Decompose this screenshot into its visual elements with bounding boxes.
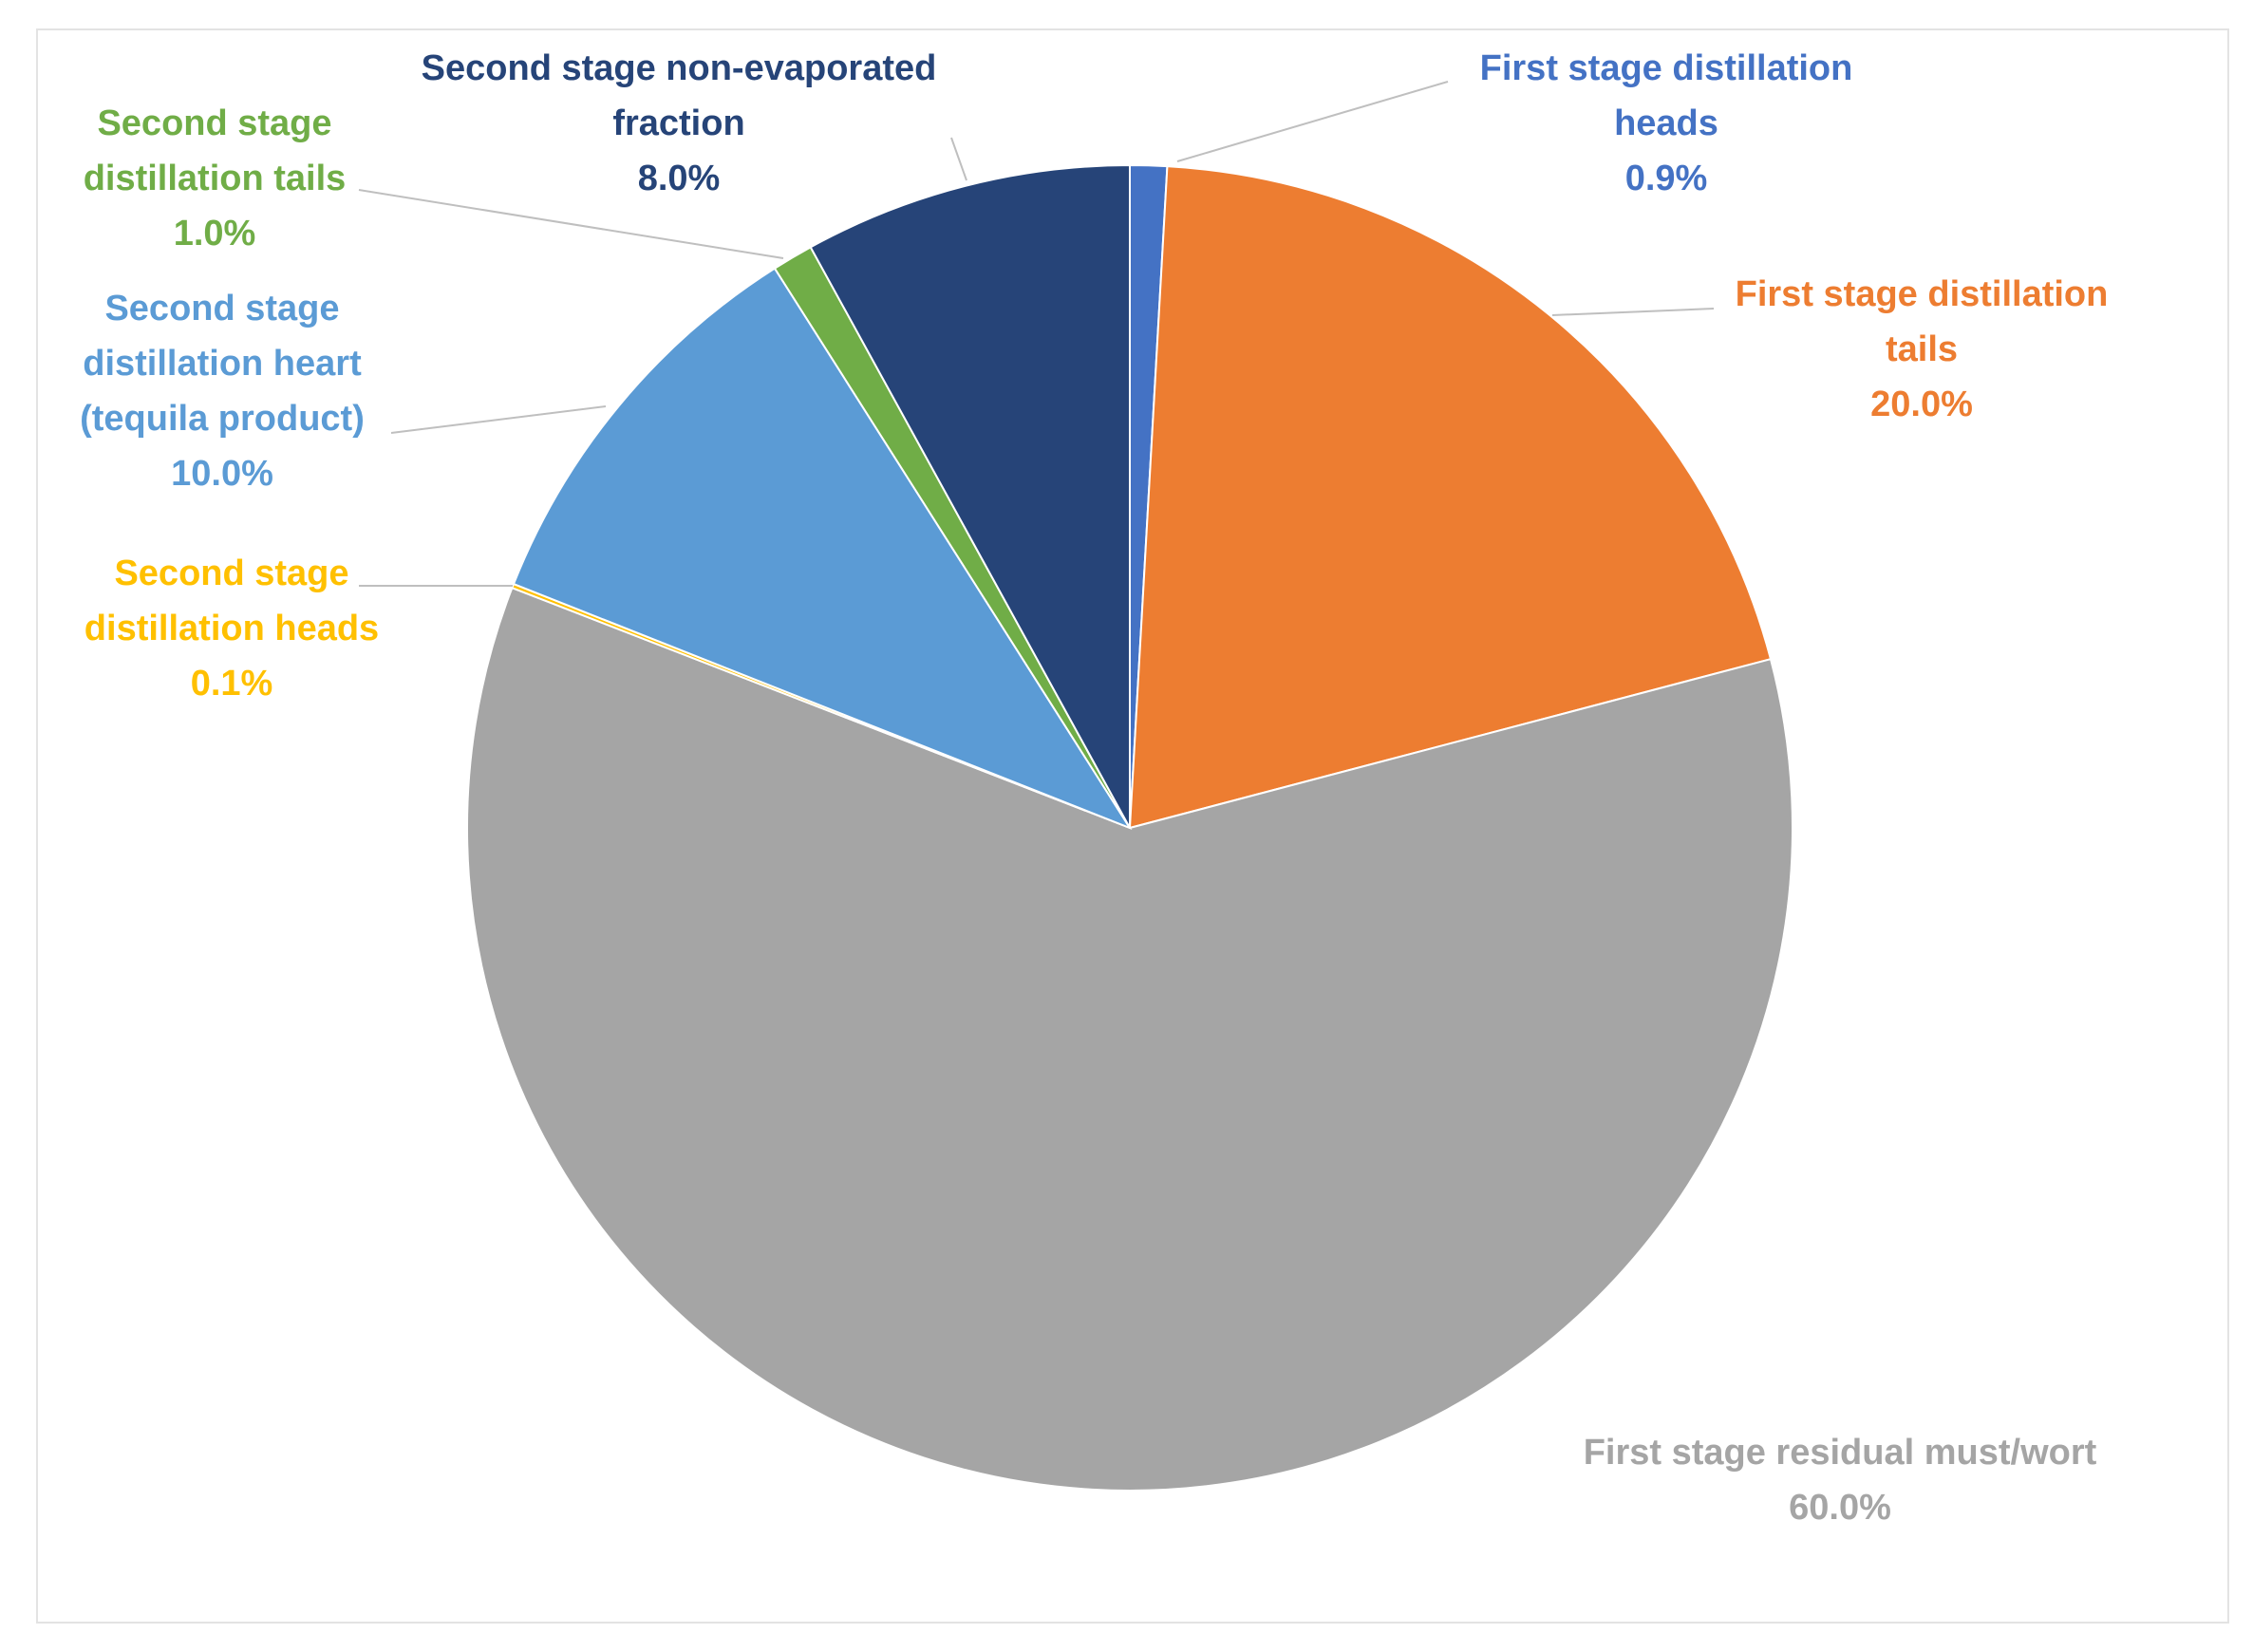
data-label-value: 0.1%: [191, 664, 273, 704]
pie-slice-second-stage-non-evaporated: [809, 163, 1131, 829]
leader-lines: [358, 81, 1715, 587]
data-label-text: heads: [1614, 103, 1718, 143]
data-label-text: distillation heads: [84, 609, 379, 648]
leader-line-second-stage-non-evaporated: [950, 137, 967, 181]
data-label-text: Second stage non-evaporated: [422, 48, 937, 88]
data-label-text: Second stage: [114, 554, 348, 593]
leader-line-second-stage-heart: [390, 405, 607, 434]
data-label-first-stage-heads: First stage distillation heads 0.9%: [1480, 48, 1853, 198]
pie-slice-first-stage-residual: [466, 586, 1793, 1492]
data-label-text: Second stage: [97, 103, 331, 143]
data-label-second-stage-heads: Second stage distillation heads 0.1%: [84, 554, 379, 704]
leader-line-first-stage-tails: [1551, 308, 1715, 316]
leader-line-second-stage-tails: [358, 189, 784, 259]
data-label-text: fraction: [612, 103, 744, 143]
data-label-text: First stage residual must/wort: [1584, 1433, 2097, 1473]
data-label-text: tails: [1886, 329, 1958, 369]
data-label-value: 0.9%: [1625, 159, 1708, 198]
data-label-value: 8.0%: [638, 159, 721, 198]
data-label-second-stage-tails: Second stage distillation tails 1.0%: [84, 103, 347, 253]
pie-slice-second-stage-heart: [512, 267, 1133, 831]
data-label-text: distillation tails: [84, 159, 347, 198]
data-label-first-stage-tails: First stage distillation tails 20.0%: [1736, 274, 2109, 424]
leader-line-first-stage-heads: [1176, 81, 1449, 162]
pie-slice-first-stage-tails: [1128, 165, 1773, 830]
data-label-value: 1.0%: [174, 214, 256, 253]
data-label-text: Second stage: [104, 289, 339, 329]
data-label-text: First stage distillation: [1480, 48, 1853, 88]
data-label-second-stage-heart: Second stage distillation heart (tequila p…: [80, 289, 365, 494]
pie-slices: [466, 163, 1793, 1492]
data-label-text: (tequila product): [80, 399, 365, 439]
data-label-value: 60.0%: [1789, 1488, 1891, 1528]
data-label-second-stage-non-evaporated: Second stage non-evaporated fraction 8.0%: [422, 48, 937, 198]
data-label-text: First stage distillation: [1736, 274, 2109, 314]
data-labels: First stage distillation heads 0.9%First s…: [80, 48, 2108, 1528]
data-label-first-stage-residual: First stage residual must/wort 60.0%: [1584, 1433, 2097, 1528]
data-label-value: 10.0%: [171, 454, 273, 494]
data-label-text: distillation heart: [83, 344, 362, 384]
data-label-value: 20.0%: [1870, 385, 1973, 424]
